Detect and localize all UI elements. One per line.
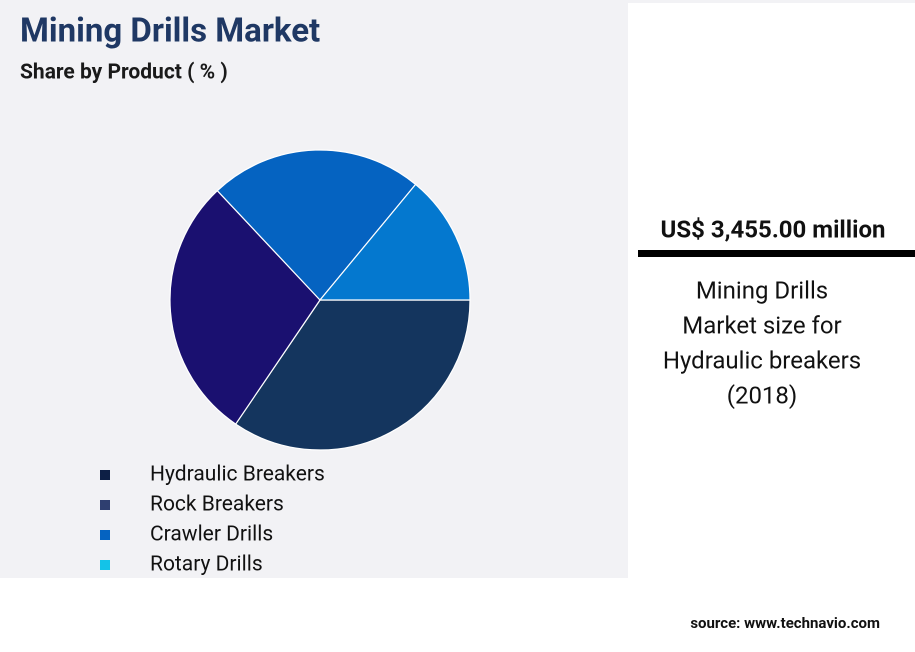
caption-line: Market size for [682, 311, 841, 339]
legend-swatch [100, 470, 110, 480]
chart-title: Mining Drills Market [20, 12, 320, 51]
legend-label: Hydraulic Breakers [150, 463, 325, 487]
source: source: www.technavio.com [690, 614, 880, 632]
side-panel [628, 3, 915, 648]
pie-slice [318, 183, 471, 301]
pie-slice [234, 299, 471, 451]
bottom-strip [0, 578, 628, 648]
legend-label: Crawler Drills [150, 523, 273, 547]
legend-label: Rotary Drills [150, 553, 263, 577]
pie-slice [216, 149, 417, 301]
legend-label: Rock Breakers [150, 493, 284, 517]
headline: US$ 3,455.00 million [661, 215, 886, 243]
caption-line: Mining Drills [696, 276, 828, 304]
divider [638, 250, 915, 257]
legend-swatch [100, 530, 110, 540]
caption-line: (2018) [727, 381, 798, 409]
chart-subtitle: Share by Product ( % ) [20, 61, 228, 85]
legend-swatch [100, 560, 110, 570]
legend-swatch [100, 500, 110, 510]
caption-line: Hydraulic breakers [663, 346, 861, 374]
pie-slice [169, 189, 321, 425]
